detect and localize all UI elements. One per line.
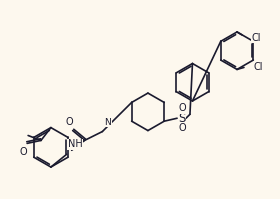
Text: N: N [104, 118, 111, 127]
Text: Cl: Cl [252, 33, 261, 43]
Text: NH: NH [68, 139, 83, 149]
Text: O: O [178, 103, 186, 113]
Text: Cl: Cl [254, 62, 263, 72]
Text: O: O [19, 147, 27, 157]
Text: S: S [178, 112, 186, 125]
Text: O: O [66, 117, 74, 127]
Text: O: O [178, 123, 186, 133]
